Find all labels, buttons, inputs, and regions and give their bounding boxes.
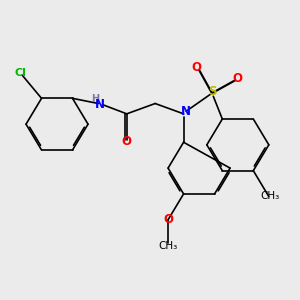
Text: S: S — [208, 85, 216, 98]
Text: O: O — [233, 73, 243, 85]
Text: H: H — [91, 94, 99, 104]
Text: CH₃: CH₃ — [260, 191, 280, 202]
Text: Cl: Cl — [15, 68, 27, 78]
Text: O: O — [163, 213, 173, 226]
Text: O: O — [122, 135, 132, 148]
Text: N: N — [94, 98, 105, 111]
Text: O: O — [191, 61, 202, 74]
Text: CH₃: CH₃ — [158, 241, 178, 251]
Text: N: N — [181, 105, 190, 118]
